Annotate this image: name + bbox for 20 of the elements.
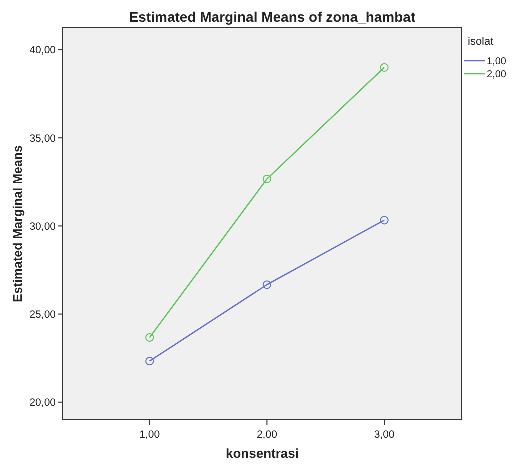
y-tick-label: 20,00 (30, 397, 56, 410)
point (146, 357, 154, 366)
point (380, 63, 389, 72)
y-axis-title: Estimated Marginal Means (11, 145, 25, 302)
y-tick-label: 30,00 (30, 220, 56, 233)
x-tick-label: 2,00 (256, 429, 278, 441)
x-tick-label: 3,00 (374, 429, 395, 441)
x-tick-label: 1,00 (140, 429, 160, 441)
y-tick-label: 25,00 (30, 308, 56, 321)
legend-label: 1,00 (487, 56, 507, 68)
point (262, 174, 272, 184)
x-axis-title: konsentrasi (226, 446, 299, 461)
chart-title: Estimated Marginal Means of zona_hambat (129, 9, 416, 25)
point (380, 216, 389, 225)
y-tick-label: 40,00 (30, 44, 56, 57)
legend-label: 2,00 (487, 70, 507, 80)
legend-title: isolat (468, 36, 494, 48)
y-tick-label: 35,00 (30, 132, 56, 145)
point (146, 333, 154, 342)
point (262, 280, 272, 290)
